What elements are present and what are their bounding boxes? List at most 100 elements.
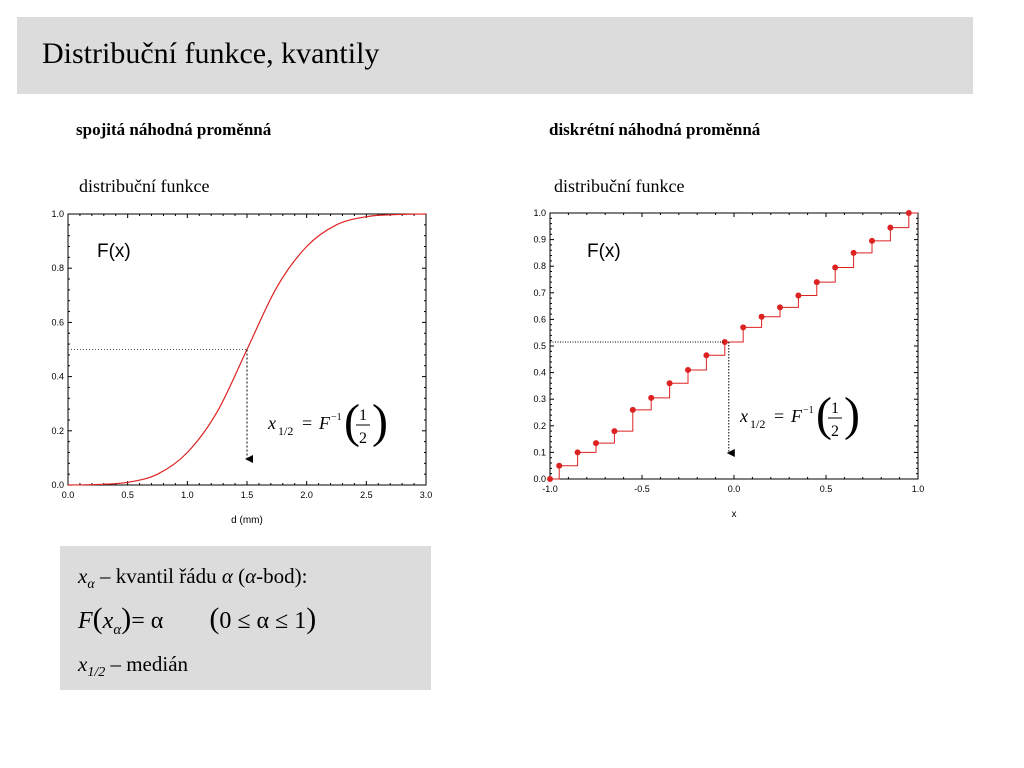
left-x-axis-label: d (mm): [231, 515, 263, 526]
left-xtick-label: 0.5: [121, 490, 134, 500]
right-xtick-label: 1.0: [912, 484, 925, 494]
right-subheading: distribuční funkce: [554, 176, 685, 196]
right-formula-rparen: ): [844, 388, 860, 441]
title-bar: Distribuční funkce, kvantily: [17, 17, 973, 94]
x-alpha-sub-2: α: [113, 621, 122, 638]
discrete-cdf-chart: -1.0 -0.5 0.0 0.5 1.0 0.0 0.1 0.2 0.3 0.4 0.5 0.6 0.…: [533, 208, 924, 520]
right-step-point: [905, 210, 912, 216]
right-formula-F: F: [790, 406, 803, 426]
left-xtick-label: 1.0: [181, 490, 194, 500]
right-ytick-label: 1.0: [533, 208, 546, 218]
right-ytick-label: 0.3: [533, 394, 546, 404]
right-ytick-label: 0.2: [533, 421, 546, 431]
right-step-point: [629, 406, 636, 413]
left-xtick-label: 2.5: [360, 490, 373, 500]
continuous-cdf-chart: 0.0 0.5 1.0 1.5 2.0 2.5 3.0 0.0 0.2 0.4 0.6 0.8 1.0 d…: [51, 209, 432, 526]
quantile-definition-line: xα – kvantil řádu α (α-bod):: [78, 564, 307, 593]
right-step-point: [685, 366, 691, 373]
left-xtick-label: 1.5: [241, 490, 254, 500]
right-step-point: [887, 224, 894, 231]
left-ytick-label: 0.8: [51, 263, 64, 273]
right-step-point: [666, 380, 673, 387]
alpha-symbol: α: [221, 564, 233, 588]
bod-text: -bod):: [256, 564, 308, 588]
left-formula-F: F: [318, 413, 331, 433]
quantile-definition-box: xα – kvantil řádu α (α-bod): F(xα)= α (0 …: [60, 546, 431, 690]
right-formula-eq: =: [774, 406, 784, 426]
median-line: x1/2 – medián: [78, 652, 188, 681]
right-formula-sub: 1/2: [750, 417, 765, 431]
left-heading: spojitá náhodná proměnná: [76, 120, 272, 139]
left-formula-den: 2: [359, 430, 367, 447]
x-alpha-var-2: x: [102, 608, 114, 634]
right-xtick-label: -1.0: [542, 484, 558, 494]
left-fx-label: F(x): [97, 241, 131, 262]
right-step-line: [550, 212, 918, 480]
right-step-point: [703, 352, 710, 359]
right-formula-lparen: (: [816, 388, 832, 441]
left-formula-rparen: ): [372, 395, 388, 448]
right-xtick-label: 0.0: [728, 484, 741, 494]
left-xtick-label: 3.0: [420, 490, 433, 500]
left-ytick-label: 0.6: [51, 317, 64, 327]
left-formula-var: x: [267, 413, 276, 433]
right-ytick-label: 0.0: [533, 474, 546, 484]
alpha-symbol-2: α: [245, 564, 257, 588]
right-step-point: [869, 237, 875, 244]
right-step-point: [556, 462, 563, 469]
right-formula-sup: −1: [803, 405, 814, 416]
right-ytick-label: 0.9: [533, 235, 546, 245]
right-step-point: [795, 292, 802, 299]
right-ytick-label: 0.5: [533, 341, 546, 351]
right-step-point: [721, 339, 728, 346]
right-step-point: [832, 264, 839, 271]
left-formula-eq: =: [302, 413, 312, 433]
right-step-point: [593, 440, 599, 447]
median-text: – medián: [105, 652, 189, 676]
right-ytick-label: 0.8: [533, 261, 546, 271]
right-step-point: [813, 279, 820, 286]
x-half-var: x: [78, 652, 88, 676]
left-formula-sup: −1: [331, 412, 342, 423]
right-step-point: [547, 476, 553, 482]
F-symbol: F: [78, 608, 93, 634]
left-xtick-label: 2.0: [300, 490, 313, 500]
right-ytick-label: 0.6: [533, 314, 546, 324]
left-ytick-label: 0.4: [51, 372, 64, 382]
quantile-text: – kvantil řádu: [94, 564, 222, 588]
right-formula-var: x: [739, 406, 748, 426]
alpha-range: 0 ≤ α ≤ 1: [219, 608, 307, 634]
left-ytick-label: 0.2: [51, 426, 64, 436]
page-title: Distribuční funkce, kvantily: [42, 37, 380, 70]
x-alpha-var: x: [78, 564, 88, 588]
right-step-point: [850, 249, 857, 256]
left-subheading: distribuční funkce: [79, 176, 210, 196]
left-ytick-label: 1.0: [51, 209, 64, 219]
right-step-point: [648, 394, 655, 401]
right-formula-den: 2: [831, 423, 839, 440]
right-step-point: [611, 428, 618, 435]
x-half-sub: 1/2: [87, 665, 106, 681]
left-formula-sub: 1/2: [278, 424, 293, 438]
left-formula-lparen: (: [344, 395, 360, 448]
paren-open: (: [232, 564, 246, 588]
right-step-point: [777, 304, 783, 311]
left-ytick-label: 0.0: [51, 480, 64, 490]
right-ytick-label: 0.4: [533, 368, 546, 378]
right-step-point: [740, 324, 747, 331]
equals-alpha: = α: [131, 608, 164, 634]
right-step-point: [758, 313, 765, 320]
left-xtick-label: 0.0: [62, 490, 75, 500]
right-ytick-label: 0.1: [533, 447, 546, 457]
right-x-axis-label: x: [732, 509, 737, 520]
right-xtick-label: 0.5: [820, 484, 833, 494]
right-ytick-label: 0.7: [533, 288, 546, 298]
x-alpha-sub: α: [87, 577, 95, 593]
right-xtick-label: -0.5: [634, 484, 650, 494]
quantile-equation-line: F(xα)= α (0 ≤ α ≤ 1): [78, 602, 317, 638]
right-heading: diskrétní náhodná proměnná: [549, 120, 761, 139]
right-formula-num: 1: [831, 400, 839, 417]
left-formula-num: 1: [359, 407, 367, 424]
right-fx-label: F(x): [587, 241, 621, 262]
